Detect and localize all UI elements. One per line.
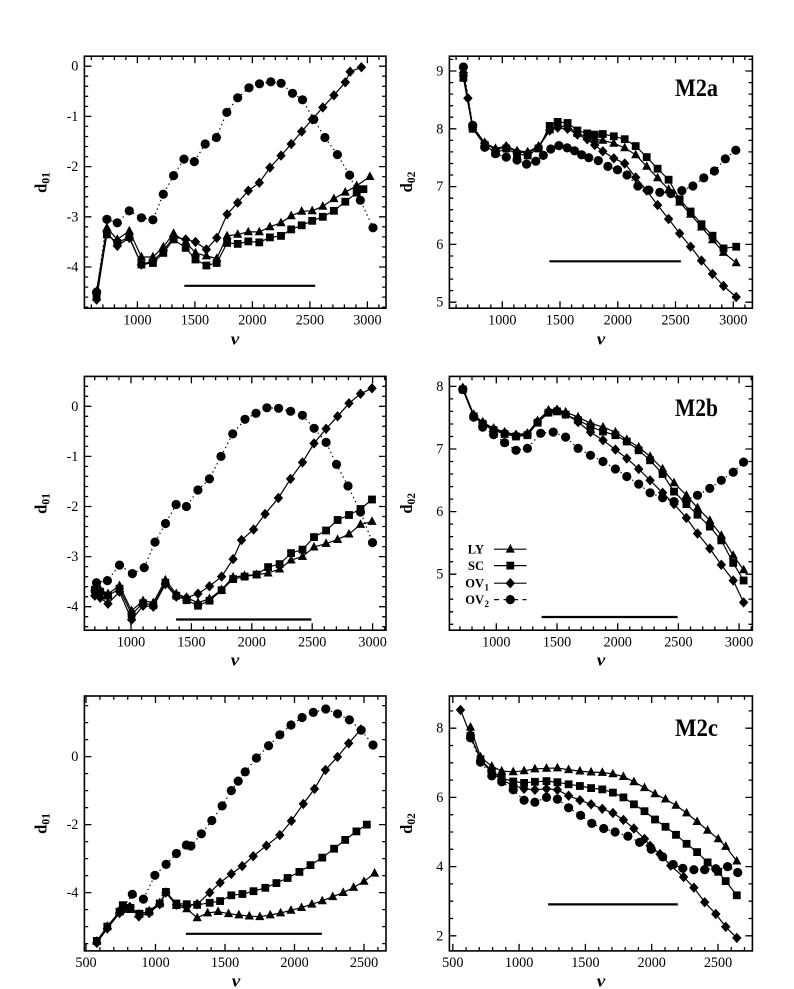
svg-text:ν: ν [597,972,606,989]
svg-text:2500: 2500 [298,635,326,651]
svg-text:2: 2 [485,599,490,609]
svg-text:0: 0 [71,59,78,75]
svg-text:9: 9 [436,64,443,80]
svg-text:ν: ν [232,972,241,989]
svg-text:1000: 1000 [505,955,533,971]
svg-text:-4: -4 [67,599,79,615]
svg-text:1000: 1000 [488,313,516,329]
svg-text:ν: ν [597,650,606,669]
svg-text:8: 8 [436,121,443,137]
svg-text:-2: -2 [67,499,79,515]
svg-text:8: 8 [436,721,443,737]
svg-text:-4: -4 [67,260,79,276]
svg-text:5: 5 [436,295,443,311]
svg-text:3000: 3000 [719,313,747,329]
svg-text:1: 1 [485,582,490,592]
svg-text:500: 500 [442,955,463,971]
svg-text:2000: 2000 [238,313,266,329]
svg-text:2000: 2000 [638,955,666,971]
svg-text:500: 500 [75,955,96,971]
svg-text:ν: ν [231,330,240,349]
svg-text:1000: 1000 [482,635,510,651]
svg-text:2: 2 [436,928,443,944]
svg-text:OV: OV [465,576,484,590]
svg-text:M2c: M2c [675,715,718,742]
svg-text:1500: 1500 [546,313,574,329]
svg-text:2000: 2000 [604,313,632,329]
svg-text:2500: 2500 [704,955,732,971]
svg-text:ν: ν [597,330,606,349]
svg-text:2500: 2500 [350,955,378,971]
svg-text:3000: 3000 [725,635,753,651]
svg-text:6: 6 [436,237,443,253]
svg-text:1000: 1000 [117,635,145,651]
svg-text:2000: 2000 [604,635,632,651]
svg-text:2000: 2000 [280,955,308,971]
svg-text:LY: LY [468,542,484,556]
svg-text:1500: 1500 [543,635,571,651]
svg-text:0: 0 [71,749,78,765]
svg-text:3000: 3000 [358,635,386,651]
svg-text:M2b: M2b [675,395,718,422]
svg-text:6: 6 [436,790,443,806]
svg-text:4: 4 [436,859,443,875]
svg-text:M2a: M2a [675,75,718,102]
svg-text:2500: 2500 [296,313,324,329]
svg-text:1000: 1000 [141,955,169,971]
svg-text:-4: -4 [67,885,79,901]
svg-text:1500: 1500 [211,955,239,971]
svg-text:-1: -1 [67,109,79,125]
svg-text:-2: -2 [67,817,79,833]
svg-text:-2: -2 [67,159,79,175]
svg-text:2500: 2500 [664,635,692,651]
svg-text:0: 0 [71,399,78,415]
svg-text:-3: -3 [67,209,79,225]
svg-text:8: 8 [436,379,443,395]
svg-text:3000: 3000 [353,313,381,329]
svg-text:2500: 2500 [661,313,689,329]
svg-text:1000: 1000 [123,313,151,329]
svg-text:SC: SC [468,559,484,573]
svg-text:1500: 1500 [177,635,205,651]
svg-text:7: 7 [436,442,443,458]
svg-text:7: 7 [436,179,443,195]
svg-text:5: 5 [436,567,443,583]
svg-text:1500: 1500 [181,313,209,329]
svg-text:1500: 1500 [571,955,599,971]
svg-text:ν: ν [231,650,240,669]
svg-text:-1: -1 [67,449,79,465]
svg-text:6: 6 [436,504,443,520]
svg-text:OV: OV [465,593,484,607]
svg-text:2000: 2000 [238,635,266,651]
svg-text:-3: -3 [67,549,79,565]
